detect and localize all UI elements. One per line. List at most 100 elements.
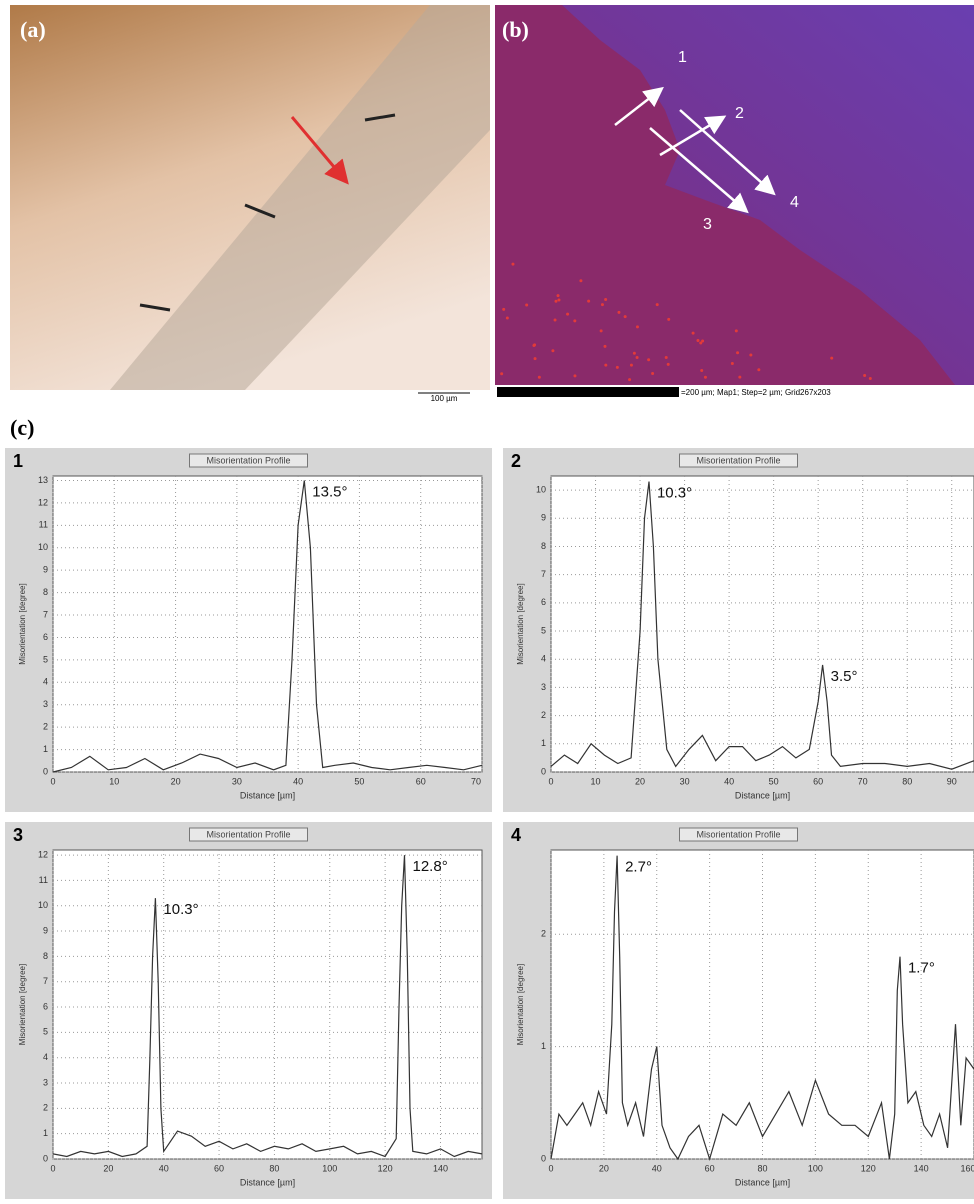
x-tick-label: 50	[354, 776, 364, 786]
y-tick-label: 4	[43, 677, 48, 687]
dot	[664, 356, 668, 360]
y-tick-label: 8	[43, 951, 48, 961]
x-tick-label: 50	[769, 776, 779, 786]
x-tick-label: 120	[861, 1163, 876, 1173]
arrow-label: 2	[735, 105, 744, 122]
scale-strip	[10, 390, 490, 400]
title-box	[189, 827, 308, 842]
dot	[533, 357, 537, 361]
y-tick-label: 0	[43, 1153, 48, 1163]
x-axis-label: Distance [µm]	[240, 790, 295, 800]
dot	[667, 317, 671, 321]
y-tick-label: 1	[541, 738, 546, 748]
scale-text: =200 µm; Map1; Step=2 µm; Grid267x203	[681, 388, 831, 397]
y-tick-label: 3	[43, 1077, 48, 1087]
title-box	[679, 827, 798, 842]
x-tick-label: 60	[416, 776, 426, 786]
dot	[635, 325, 639, 329]
peak-annotation: 10.3°	[657, 485, 692, 502]
y-axis-label: Misorientation [degree]	[516, 964, 525, 1045]
panel-label: (b)	[502, 17, 529, 42]
x-tick-label: 100	[808, 1163, 823, 1173]
y-tick-label: 6	[43, 632, 48, 642]
x-tick-label: 20	[599, 1163, 609, 1173]
red-dots	[500, 262, 872, 382]
dot	[655, 303, 659, 307]
arrow	[659, 115, 727, 157]
dot	[734, 329, 738, 333]
y-axis-label: Misorientation [degree]	[18, 583, 27, 664]
dot	[632, 351, 636, 355]
dot	[502, 307, 506, 311]
x-tick-label: 160	[960, 1163, 974, 1173]
title-box	[189, 453, 308, 468]
x-tick-label: 60	[705, 1163, 715, 1173]
dot	[635, 356, 639, 360]
x-tick-label: 90	[947, 776, 957, 786]
peak-annotation: 1.7°	[908, 960, 935, 977]
dot	[623, 315, 627, 319]
dot	[556, 294, 560, 298]
x-tick-label: 30	[680, 776, 690, 786]
x-tick-label: 60	[813, 776, 823, 786]
dot	[749, 353, 753, 357]
dot	[573, 374, 577, 378]
indent	[139, 113, 396, 312]
chart-title: Misorientation Profile	[696, 829, 780, 839]
dot	[573, 319, 577, 323]
dot	[553, 318, 557, 322]
dot	[587, 299, 591, 303]
dot	[757, 368, 761, 372]
y-tick-label: 1	[43, 1128, 48, 1138]
y-tick-label: 2	[43, 1103, 48, 1113]
x-tick-label: 120	[378, 1163, 393, 1173]
peak-annotation: 12.8°	[413, 858, 448, 875]
peak-annotation: 2.7°	[625, 859, 652, 876]
y-tick-label: 8	[43, 587, 48, 597]
dot	[696, 339, 700, 343]
y-tick-label: 5	[43, 654, 48, 664]
y-tick-label: 0	[541, 1153, 546, 1163]
dot	[629, 363, 633, 367]
plot-area	[52, 475, 483, 773]
dot	[700, 368, 704, 372]
red-arrow	[290, 116, 349, 185]
y-tick-label: 1	[541, 1041, 546, 1051]
dot	[703, 375, 707, 379]
plot-area	[52, 849, 483, 1160]
x-tick-label: 80	[757, 1163, 767, 1173]
dot	[532, 344, 536, 348]
arrow-label: 3	[703, 216, 712, 233]
x-tick-label: 20	[171, 776, 181, 786]
dot	[579, 279, 583, 283]
dot	[699, 341, 703, 345]
x-tick-label: 70	[858, 776, 868, 786]
x-tick-label: 100	[322, 1163, 337, 1173]
y-tick-label: 2	[43, 722, 48, 732]
y-tick-label: 7	[541, 569, 546, 579]
x-tick-label: 0	[548, 1163, 553, 1173]
dot	[701, 339, 705, 343]
arrow-label: 4	[790, 194, 799, 211]
y-tick-label: 0	[541, 766, 546, 776]
y-tick-label: 5	[541, 625, 546, 635]
dot	[603, 344, 607, 348]
x-tick-label: 140	[433, 1163, 448, 1173]
profile-line	[550, 855, 974, 1162]
dot	[617, 310, 621, 314]
dot	[599, 329, 603, 333]
dot	[730, 362, 734, 366]
profile-line	[52, 855, 483, 1158]
profile-line	[550, 481, 974, 770]
dot	[830, 356, 834, 360]
arrow	[649, 127, 749, 214]
dot	[604, 363, 608, 367]
y-tick-label: 9	[43, 565, 48, 575]
x-tick-label: 40	[724, 776, 734, 786]
x-tick-label: 0	[50, 1163, 55, 1173]
dot	[738, 375, 742, 379]
dot	[525, 303, 529, 307]
dot	[691, 331, 695, 335]
